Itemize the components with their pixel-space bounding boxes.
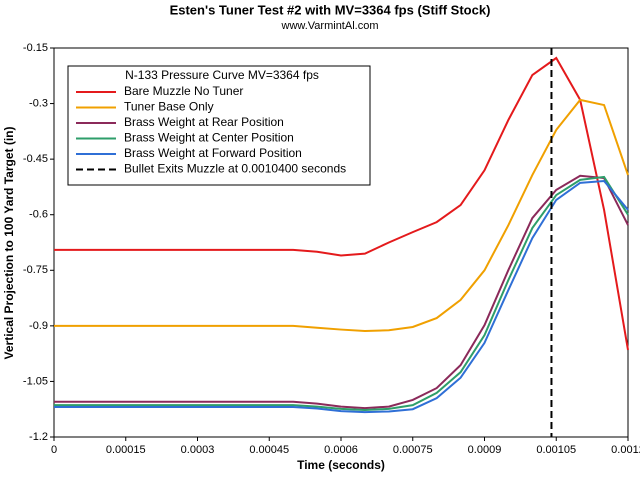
- y-tick-label: -0.3: [29, 97, 48, 109]
- x-tick-label: 0: [51, 444, 57, 456]
- series-line: [54, 174, 629, 410]
- legend-box: [67, 65, 371, 186]
- legend-label: Bare Muzzle No Tuner: [124, 84, 243, 98]
- legend-label: Brass Weight at Center Position: [124, 131, 294, 145]
- y-tick-label: -0.9: [29, 320, 48, 332]
- y-axis-title: Vertical Projection to 100 Yard Target (…: [2, 127, 16, 360]
- series-line: [54, 179, 629, 414]
- chart-title: Esten's Tuner Test #2 with MV=3364 fps (…: [170, 2, 491, 17]
- y-tick-label: -0.15: [23, 42, 48, 54]
- y-tick-label: -1.05: [23, 375, 48, 387]
- x-tick-label: 0.0012: [611, 444, 640, 456]
- x-tick-label: 0.00045: [249, 444, 289, 456]
- legend-label: Brass Weight at Forward Position: [124, 146, 302, 160]
- x-tick-label: 0.0003: [181, 444, 215, 456]
- y-tick-label: -1.2: [29, 431, 48, 443]
- y-tick-label: -0.45: [23, 153, 48, 165]
- series-line: [54, 56, 629, 351]
- y-tick-label: -0.75: [23, 264, 48, 276]
- x-tick-label: 0.00105: [536, 444, 576, 456]
- chart-subtitle: www.VarmintAl.com: [281, 20, 379, 32]
- x-tick-label: 0.0009: [468, 444, 502, 456]
- legend-title: N-133 Pressure Curve MV=3364 fps: [125, 68, 319, 82]
- series-line: [54, 98, 629, 333]
- series-line: [54, 175, 629, 411]
- x-axis-title: Time (seconds): [297, 458, 385, 472]
- x-tick-label: 0.00015: [106, 444, 146, 456]
- x-tick-label: 0.0006: [324, 444, 358, 456]
- legend-label: Brass Weight at Rear Position: [124, 115, 284, 129]
- legend-label: Bullet Exits Muzzle at 0.0010400 seconds: [124, 162, 346, 176]
- x-tick-label: 0.00075: [393, 444, 433, 456]
- legend-label: Tuner Base Only: [124, 100, 214, 114]
- y-tick-label: -0.6: [29, 209, 48, 221]
